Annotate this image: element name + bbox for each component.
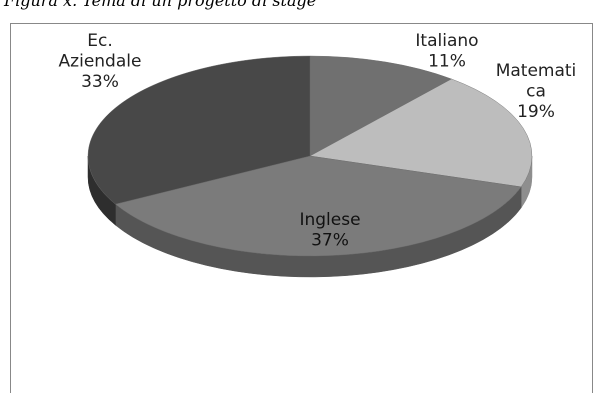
- pie-slice-ec-aziendale: [87, 55, 311, 205]
- pie-labels: Italiano 11% Matemati ca 19% Inglese 37% Ec. Azi…: [59, 31, 577, 250]
- pie-label-ec-aziendale: Ec. Aziendale 33%: [59, 31, 142, 92]
- pie-label-inglese: Inglese 37%: [299, 210, 360, 250]
- pie-slice-inglese: [115, 155, 522, 257]
- pie-slices: [87, 55, 533, 257]
- pie-label-italiano: Italiano 11%: [415, 31, 478, 71]
- pie-slice-matematica: [309, 78, 533, 188]
- pie-slice-italiano: [309, 55, 452, 157]
- figure-caption: Figura x. Tema di un progetto di stage: [4, 0, 317, 10]
- pie-label-matematica: Matemati ca 19%: [496, 61, 577, 122]
- figure-caption-band: Figura x. Tema di un progetto di stage: [0, 0, 604, 14]
